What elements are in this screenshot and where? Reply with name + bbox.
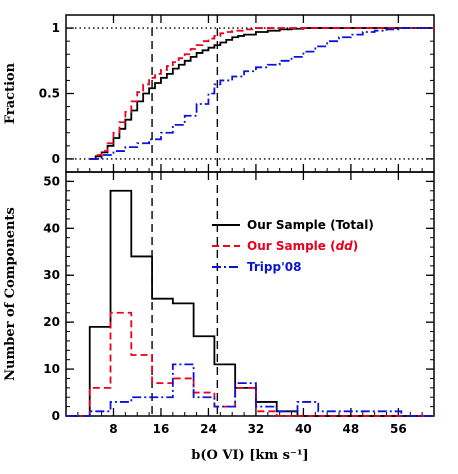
histogram-series-1 [66,311,434,417]
fraction-axis-title: Fraction [3,62,18,124]
x-tick-label-3: 32 [248,422,265,436]
cumulative-frame [65,14,435,173]
y-tick-label-bottom-5: 50 [43,174,60,188]
y-tick-label-bottom-0: 0 [52,409,60,423]
x-tick-label-1: 16 [153,422,170,436]
legend-label-emph: dd [336,239,354,253]
histogram-frame [65,171,435,417]
count-axis-title: Number of Components [3,207,18,381]
y-tick-label-top-1: 0.5 [39,87,60,101]
x-tick-label-4: 40 [295,422,312,436]
x-tick-label-0: 8 [109,422,117,436]
y-tick-label-bottom-3: 30 [43,268,60,282]
legend-label-part: ) [353,239,358,253]
legend-label-2: Tripp'08 [247,260,301,274]
y-tick-label-top-2: 1 [52,21,60,35]
legend-label-1: Our Sample (dd) [247,239,358,253]
histogram-panel: 0 10 20 30 40 50 8 16 24 32 40 48 56 [43,171,435,436]
legend-label-part: Our Sample ( [247,239,336,253]
x-tick-label-6: 56 [390,422,407,436]
y-tick-label-bottom-2: 20 [43,315,60,329]
cumulative-line-2 [89,27,434,160]
cumulative-line-0 [89,27,434,160]
y-tick-label-top-0: 0 [52,152,60,166]
legend: Our Sample (Total) Our Sample (dd) Tripp'0… [212,218,374,274]
x-tick-label-2: 24 [200,422,217,436]
cumulative-panel: 00.51 [39,14,435,173]
cumulative-line-1 [89,27,434,160]
y-tick-label-bottom-1: 10 [43,362,60,376]
x-tick-label-5: 48 [343,422,360,436]
y-tick-label-bottom-4: 40 [43,221,60,235]
histogram-series-2 [66,363,434,417]
legend-label-0: Our Sample (Total) [247,218,374,232]
x-axis-title: b(O VI) [km s⁻¹] [191,448,308,463]
